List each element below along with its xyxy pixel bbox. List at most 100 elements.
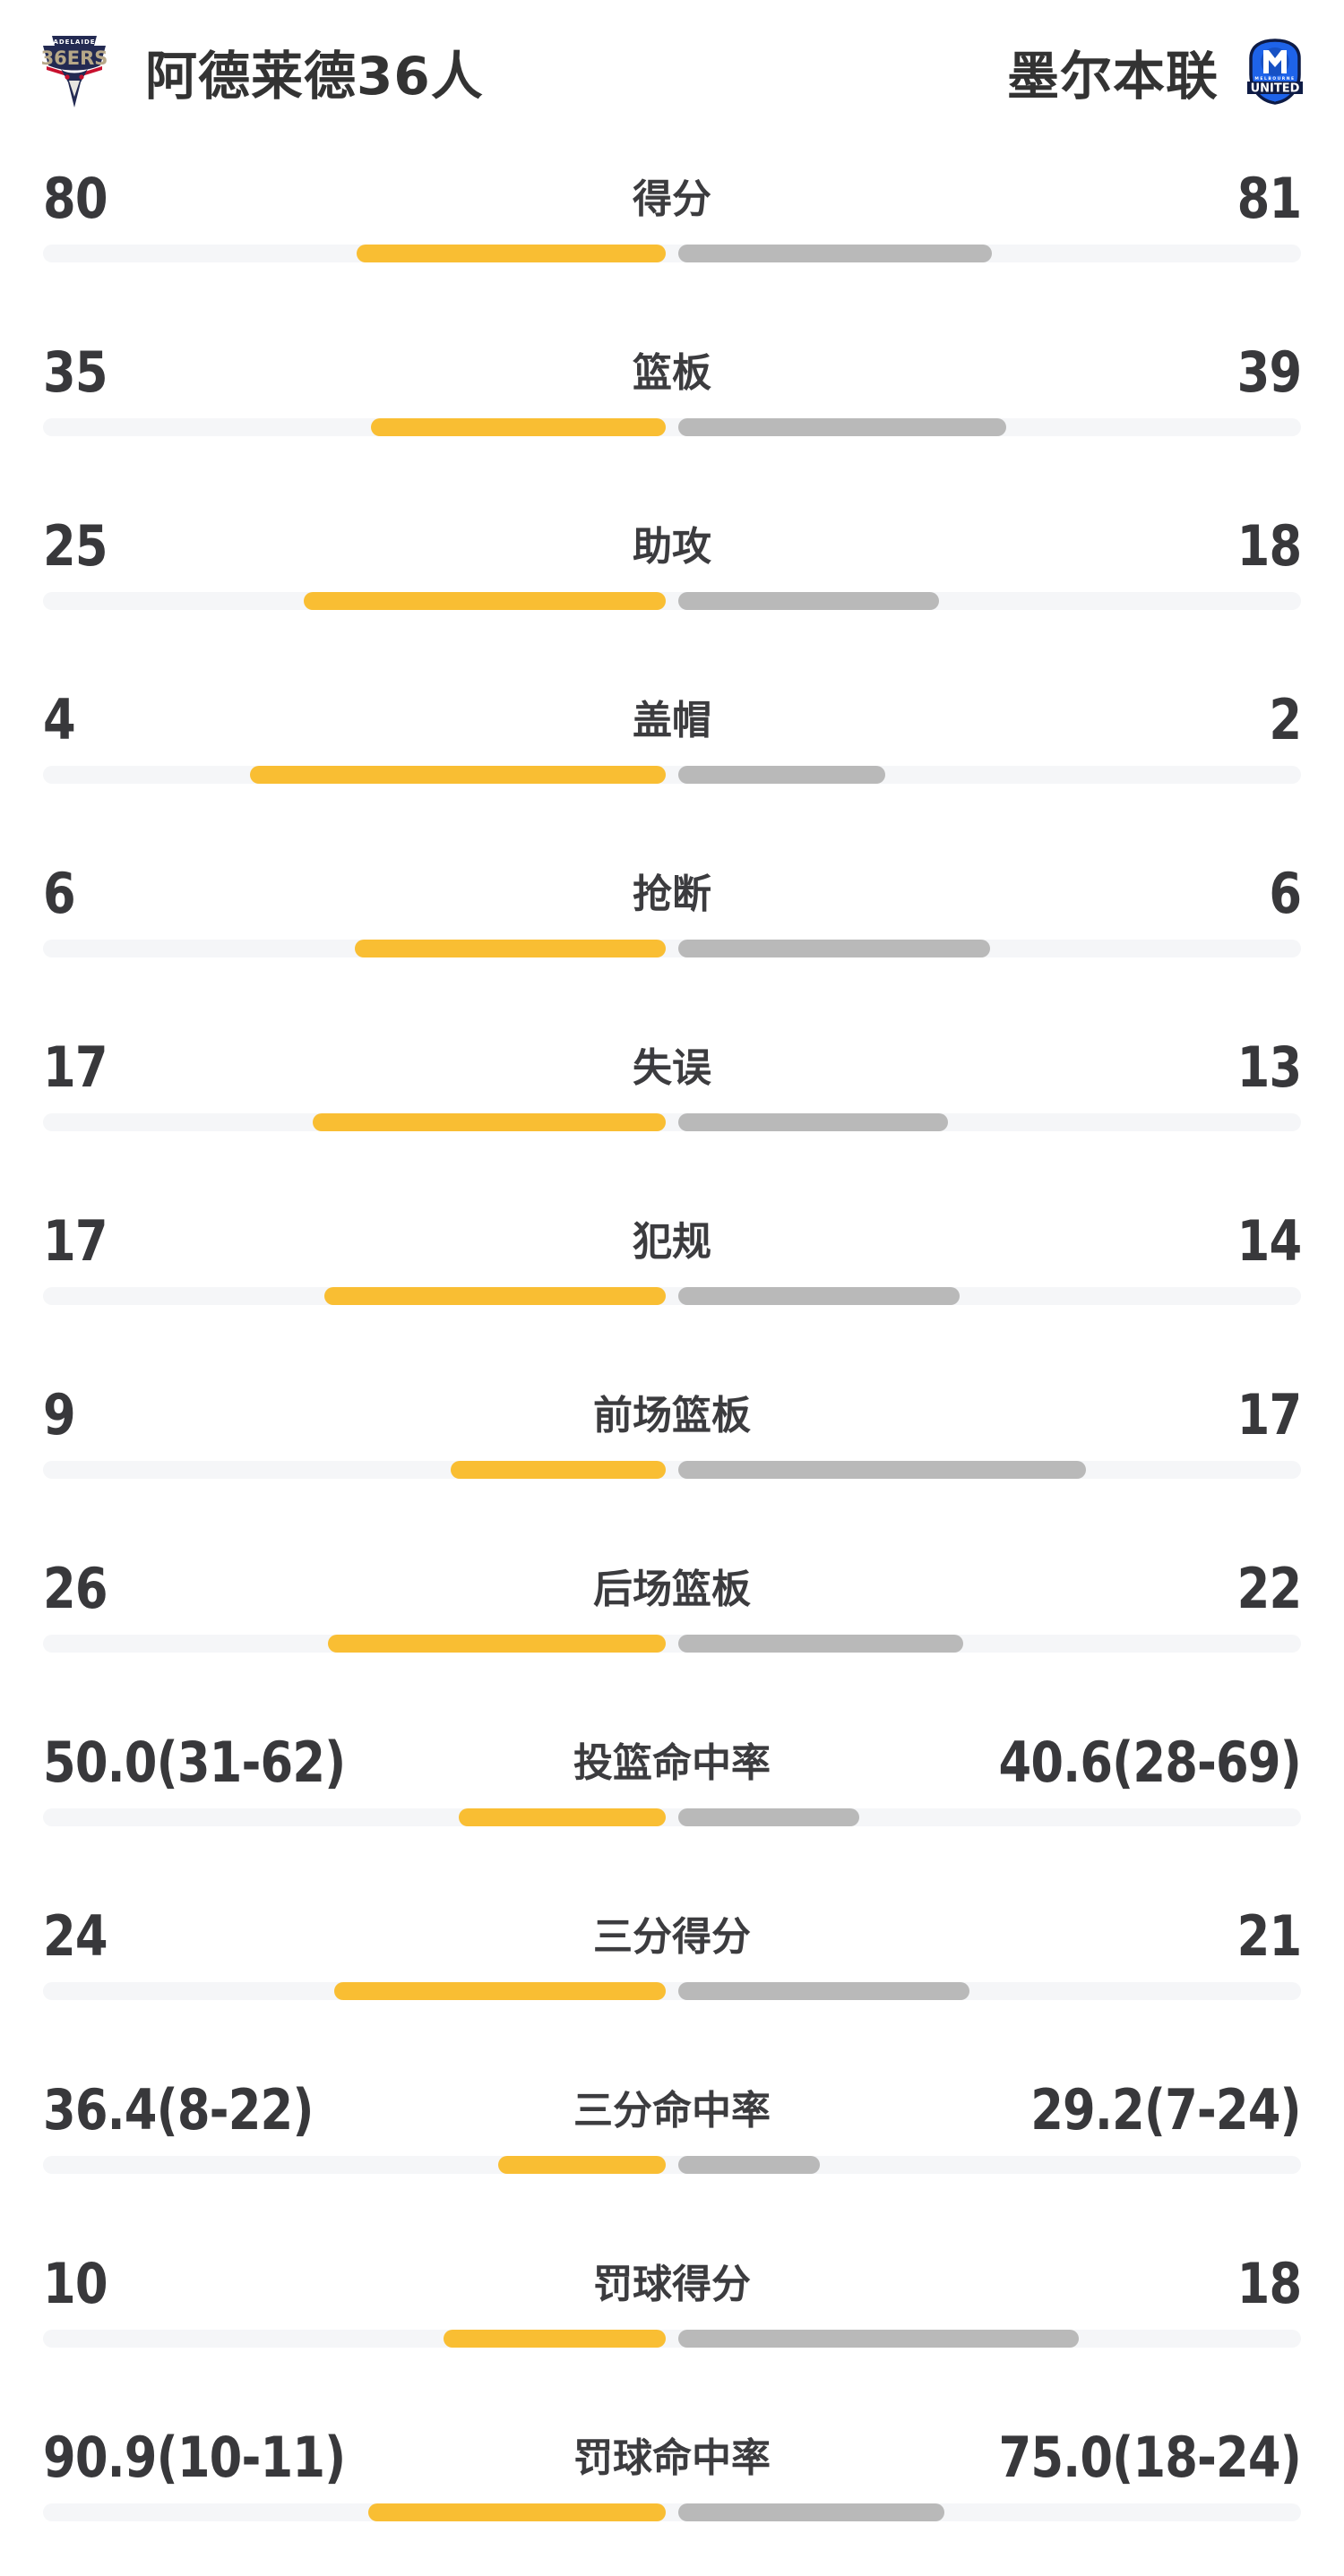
away-value: 14 [1236,1208,1301,1274]
away-bar [678,1113,948,1131]
stat-label: 后场篮板 [593,1567,751,1612]
home-value: 25 [43,513,108,579]
stat-head: 50.0(31-62) 投篮命中率 40.6(28-69) [43,1730,1302,1795]
stat-label: 盖帽 [633,698,711,743]
home-value: 17 [43,1035,108,1100]
stat-row: 26 后场篮板 22 [43,1556,1302,1707]
away-bar [678,1635,964,1653]
stat-label: 前场篮板 [593,1393,751,1438]
home-value: 50.0(31-62) [43,1730,346,1795]
home-bar [450,1461,666,1479]
stat-label: 得分 [633,176,711,222]
stat-row: 10 罚球得分 18 [43,2251,1302,2402]
stat-head: 17 失误 13 [43,1035,1302,1100]
home-team-name: 阿德莱德36人 [145,46,484,107]
home-value: 17 [43,1208,108,1274]
stat-row: 4 盖帽 2 [43,687,1302,838]
home-bar [356,245,666,262]
stat-head: 10 罚球得分 18 [43,2251,1302,2316]
away-value: 29.2(7-24) [1030,2077,1301,2142]
stat-label: 罚球得分 [593,2262,751,2307]
stat-bar-track [43,1461,1301,1479]
stat-bar-track [43,1808,1301,1826]
stat-head: 36.4(8-22) 三分命中率 29.2(7-24) [43,2077,1302,2142]
away-bar [678,592,940,610]
away-bar [678,2503,945,2521]
home-bar [324,1287,666,1305]
melbourne-top-text: MELBOURNE [1254,76,1295,82]
away-bar [678,2156,821,2174]
away-bar [678,1287,961,1305]
home-bar [367,2503,666,2521]
home-value: 24 [43,1903,108,1969]
adelaide-36ers-text: 36ERS [41,47,108,69]
stat-row: 35 篮板 39 [43,345,1302,491]
stat-head: 26 后场篮板 22 [43,1556,1302,1621]
home-value: 6 [43,861,76,926]
home-value: 4 [43,687,76,752]
away-value: 17 [1236,1382,1301,1447]
stat-row: 25 助攻 18 [43,513,1302,665]
stat-bar-track [43,1635,1301,1653]
stat-head: 4 盖帽 2 [43,687,1302,752]
home-bar [354,940,666,957]
stat-bar-track [43,766,1301,784]
away-team[interactable]: 墨尔本联 MELBOURNE UNITED [1007,34,1305,109]
away-value: 75.0(18-24) [998,2425,1302,2490]
stat-label: 三分命中率 [573,2088,771,2134]
stat-row: 17 犯规 14 [43,1208,1302,1360]
home-bar [328,1635,666,1653]
stat-bar-track [43,2156,1301,2174]
stat-row: 24 三分得分 21 [43,1903,1302,2055]
away-value: 22 [1236,1556,1301,1621]
away-value: 81 [1236,166,1301,231]
stat-head: 80 得分 81 [43,166,1302,231]
stat-head: 35 篮板 39 [43,345,1302,400]
stat-head: 6 抢断 6 [43,861,1302,926]
stat-bar-track [43,1287,1301,1305]
stat-bar-track [43,1982,1301,2000]
home-value: 90.9(10-11) [43,2425,346,2490]
stat-row: 6 抢断 6 [43,861,1302,1012]
away-bar [678,418,1007,436]
stat-head: 17 犯规 14 [43,1208,1302,1274]
home-value: 36.4(8-22) [43,2077,314,2142]
stat-head: 25 助攻 18 [43,513,1302,579]
away-value: 2 [1269,687,1302,752]
away-bar [678,1461,1086,1479]
home-value: 80 [43,166,108,231]
stat-bar-track [43,940,1301,957]
away-value: 40.6(28-69) [998,1730,1302,1795]
home-bar [304,592,666,610]
home-bar [312,1113,666,1131]
stat-bar-track [43,1113,1301,1131]
stat-label: 抢断 [633,872,711,917]
home-value: 9 [43,1382,76,1447]
stat-bar-track [43,592,1301,610]
melbourne-united-text: UNITED [1251,82,1300,96]
away-value: 18 [1236,2251,1301,2316]
stat-head: 9 前场篮板 17 [43,1382,1302,1447]
stat-row: 17 失误 13 [43,1035,1302,1186]
stat-label: 篮板 [633,350,711,396]
stat-label: 投篮命中率 [573,1740,771,1786]
melbourne-united-logo: MELBOURNE UNITED [1247,39,1303,105]
stat-bar-track [43,2503,1301,2521]
adelaide-banner-text: ADELAIDE [53,39,95,46]
stat-row: 80 得分 81 [43,166,1302,317]
home-value: 10 [43,2251,108,2316]
away-bar [678,1808,859,1826]
away-value: 18 [1236,513,1301,579]
stat-row: 9 前场篮板 17 [43,1382,1302,1533]
stats-comparison-list: 80 得分 81 35 篮板 39 25 助攻 18 [0,166,1344,2576]
stat-label: 犯规 [633,1219,711,1265]
stat-label: 助攻 [633,524,711,570]
stat-head: 90.9(10-11) 罚球命中率 75.0(18-24) [43,2425,1302,2490]
away-value: 13 [1236,1035,1301,1100]
home-bar [333,1982,666,2000]
away-team-name: 墨尔本联 [1006,46,1219,107]
away-bar [678,245,992,262]
match-stats-header: ADELAIDE 36ERS 阿德莱德36人 墨尔本联 MELBOURNE UN… [0,0,1344,143]
home-team[interactable]: ADELAIDE 36ERS 阿德莱德36人 [39,33,484,110]
away-bar [678,766,886,784]
